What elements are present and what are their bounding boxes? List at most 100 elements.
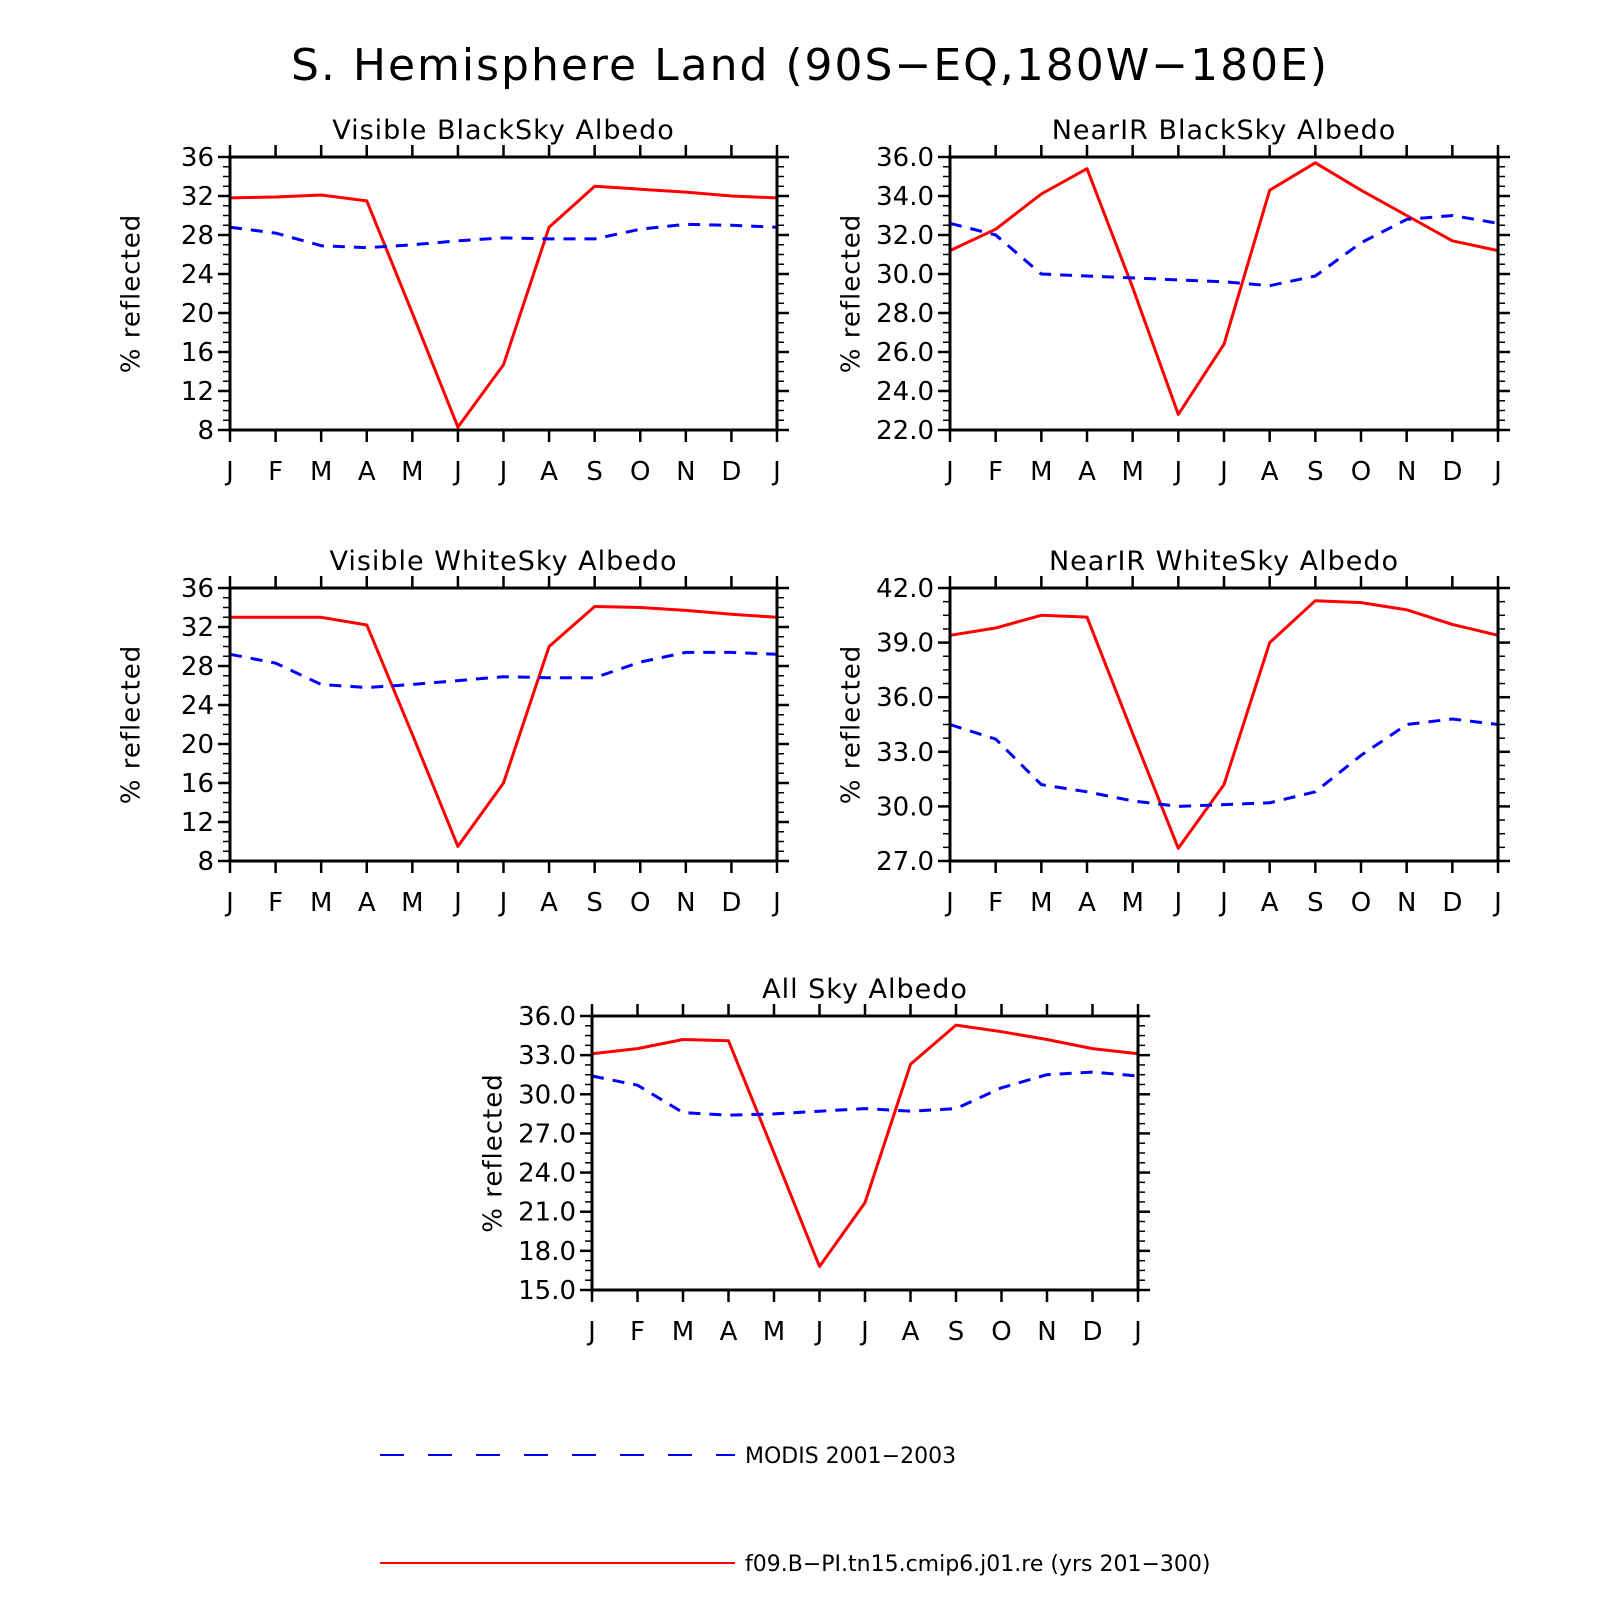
x-tick-label: J xyxy=(1172,457,1182,487)
panel-title: All Sky Albedo xyxy=(762,974,968,1005)
x-tick-label: S xyxy=(1307,457,1324,487)
series-line-model xyxy=(229,184,778,429)
legend: MODIS 2001−2003 f09.B−PI.tn15.cmip6.j01.… xyxy=(380,1444,1210,1577)
series-line-model xyxy=(949,599,1499,850)
series-line-model xyxy=(949,161,1499,416)
series-line-modis xyxy=(591,1070,1139,1117)
x-tick-label: S xyxy=(586,888,603,918)
panel-title: NearIR BlackSky Albedo xyxy=(1052,115,1397,146)
x-tick-label: J xyxy=(498,457,508,487)
x-tick-label: J xyxy=(224,457,234,487)
plot-frame xyxy=(228,586,779,863)
y-tick-label: 24.0 xyxy=(876,377,934,407)
x-tick-label: J xyxy=(814,1317,824,1347)
y-tick-label: 36.0 xyxy=(876,683,934,713)
x-tick-label: O xyxy=(1351,457,1371,487)
x-tick-label: N xyxy=(1397,457,1416,487)
x-tick-label: M xyxy=(1030,888,1052,918)
x-tick-label: S xyxy=(1307,888,1324,918)
y-tick-label: 16 xyxy=(181,769,214,799)
y-tick-label: 27.0 xyxy=(876,847,934,877)
x-tick-label: J xyxy=(1492,888,1502,918)
series-line-model xyxy=(591,1023,1139,1268)
x-tick-label: J xyxy=(1492,457,1502,487)
y-tick-label: 24 xyxy=(181,691,214,721)
panel-title: Visible BlackSky Albedo xyxy=(332,115,675,146)
x-tick-label: J xyxy=(1132,1317,1142,1347)
y-tick-label: 27.0 xyxy=(518,1119,576,1149)
x-tick-label: J xyxy=(452,888,462,918)
x-tick-label: N xyxy=(1397,888,1416,918)
y-tick-label: 33.0 xyxy=(518,1041,576,1071)
x-tick-label: S xyxy=(948,1317,965,1347)
series-line-modis xyxy=(229,222,778,250)
x-tick-label: D xyxy=(721,457,741,487)
x-tick-label: N xyxy=(1037,1317,1056,1347)
x-tick-label: J xyxy=(1218,457,1228,487)
x-tick-label: J xyxy=(859,1317,869,1347)
y-axis-label: % reflected xyxy=(837,214,867,373)
x-tick-label: J xyxy=(1218,888,1228,918)
legend-model-label: f09.B−PI.tn15.cmip6.j01.re (yrs 201−300) xyxy=(745,1552,1210,1577)
y-tick-label: 36.0 xyxy=(518,1002,576,1032)
plot-frame xyxy=(948,155,1500,432)
x-tick-label: F xyxy=(268,457,283,487)
y-tick-label: 36 xyxy=(181,574,214,604)
y-tick-label: 36.0 xyxy=(876,143,934,173)
x-tick-label: J xyxy=(771,888,781,918)
x-tick-label: A xyxy=(902,1317,920,1347)
x-tick-label: N xyxy=(676,457,695,487)
x-tick-label: A xyxy=(358,888,376,918)
y-tick-label: 34.0 xyxy=(876,182,934,212)
x-tick-label: F xyxy=(988,457,1003,487)
y-tick-label: 32 xyxy=(181,613,214,643)
legend-modis-label: MODIS 2001−2003 xyxy=(745,1444,956,1469)
x-tick-label: F xyxy=(268,888,283,918)
x-tick-label: J xyxy=(771,457,781,487)
series-line-model xyxy=(230,605,778,848)
x-tick-label: N xyxy=(676,888,695,918)
x-tick-label: J xyxy=(1172,888,1182,918)
x-tick-label: F xyxy=(630,1317,645,1347)
x-tick-label: A xyxy=(358,457,376,487)
x-tick-label: J xyxy=(498,888,508,918)
x-tick-label: A xyxy=(1261,457,1279,487)
panel-title: NearIR WhiteSky Albedo xyxy=(1049,546,1399,577)
x-tick-label: A xyxy=(1261,888,1279,918)
y-tick-label: 16 xyxy=(181,338,214,368)
y-tick-label: 22.0 xyxy=(876,416,934,446)
x-tick-label: M xyxy=(401,457,423,487)
figure-title: S. Hemisphere Land (90S−EQ,180W−180E) xyxy=(291,40,1329,91)
y-tick-label: 24 xyxy=(181,260,214,290)
x-tick-label: O xyxy=(1351,888,1371,918)
y-axis-label: % reflected xyxy=(837,645,867,804)
y-tick-label: 20 xyxy=(181,730,214,760)
y-tick-label: 33.0 xyxy=(876,738,934,768)
x-tick-label: D xyxy=(1442,888,1462,918)
x-tick-label: O xyxy=(991,1317,1011,1347)
y-tick-label: 15.0 xyxy=(518,1276,576,1306)
y-tick-label: 20 xyxy=(181,299,214,329)
x-tick-label: M xyxy=(672,1317,694,1347)
plot-frame xyxy=(948,586,1500,863)
x-tick-label: A xyxy=(1078,888,1096,918)
series-line-modis xyxy=(229,650,778,689)
y-tick-label: 42.0 xyxy=(876,574,934,604)
y-tick-label: 28.0 xyxy=(876,299,934,329)
x-tick-label: A xyxy=(1078,457,1096,487)
y-tick-label: 39.0 xyxy=(876,629,934,659)
x-tick-label: M xyxy=(401,888,423,918)
x-tick-label: M xyxy=(1121,457,1143,487)
x-tick-label: D xyxy=(1082,1317,1102,1347)
y-tick-label: 24.0 xyxy=(518,1159,576,1189)
x-tick-label: M xyxy=(1121,888,1143,918)
x-tick-label: M xyxy=(310,457,332,487)
x-tick-label: F xyxy=(988,888,1003,918)
x-tick-label: A xyxy=(720,1317,738,1347)
y-tick-label: 8 xyxy=(197,416,214,446)
y-axis-label: % reflected xyxy=(117,214,147,373)
x-tick-label: M xyxy=(1030,457,1052,487)
